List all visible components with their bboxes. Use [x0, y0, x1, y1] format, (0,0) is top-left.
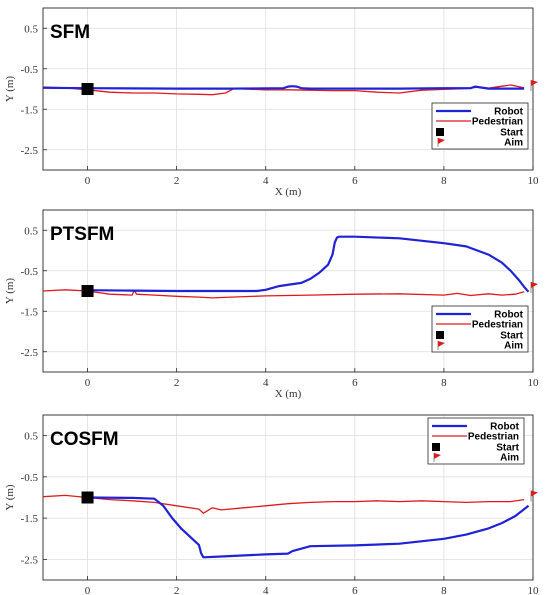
y-tick-label: 0.5	[24, 23, 38, 35]
x-tick-label: 4	[263, 175, 269, 187]
legend-label-start: Start	[496, 443, 519, 454]
legend-label-robot: Robot	[494, 107, 524, 118]
start-marker	[81, 83, 94, 95]
panel-title: PTSFM	[50, 224, 114, 245]
x-tick-label: 6	[352, 175, 358, 187]
x-axis-label: X (m)	[275, 186, 302, 198]
aim-flag-cloth	[531, 490, 538, 497]
chart-panel-sfm: 0 2 4 6 8 10 0.5 -0.5 -1.5 -2.5 X (m) Y (m) SFM Robot…	[4, 7, 540, 198]
legend-label-pedestrian: Pedestrian	[472, 117, 523, 128]
x-tick-label: 8	[441, 175, 447, 187]
legend-aim-flag-icon	[438, 138, 445, 144]
series-line-robot	[87, 235, 530, 293]
x-tick-label: 8	[441, 585, 447, 595]
legend-label-start: Start	[500, 128, 523, 139]
y-axis-label: Y (m)	[4, 76, 16, 103]
y-tick-label: -0.5	[21, 472, 39, 484]
aim-flag-icon	[530, 490, 538, 502]
legend-label-start: Start	[500, 331, 523, 342]
y-axis-label: Y (m)	[4, 484, 16, 511]
legend-start-swatch	[436, 331, 444, 339]
y-tick-label: -2.5	[21, 554, 39, 566]
x-tick-label: 10	[528, 175, 540, 187]
x-tick-label: 6	[352, 585, 358, 595]
legend-start-swatch	[432, 443, 440, 451]
x-tick-label: 2	[174, 377, 180, 389]
legend-label-robot: Robot	[490, 422, 520, 433]
y-tick-label: -1.5	[21, 104, 39, 116]
y-tick-label: 0.5	[24, 431, 38, 443]
legend-label-aim: Aim	[504, 341, 523, 352]
x-tick-label: 10	[528, 585, 540, 595]
y-tick-label: -2.5	[21, 145, 39, 157]
x-tick-label: 10	[528, 377, 540, 389]
x-tick-label: 0	[85, 175, 91, 187]
aim-flag-cloth	[531, 281, 538, 288]
aim-flag-icon	[530, 281, 538, 293]
aim-flag-icon	[530, 79, 538, 91]
x-tick-label: 4	[263, 585, 269, 595]
legend-label-robot: Robot	[494, 310, 524, 321]
x-tick-label: 0	[85, 377, 91, 389]
series-line-pedestrian	[42, 289, 525, 299]
legend-label-aim: Aim	[500, 453, 519, 464]
legend-aim-flag-icon	[438, 341, 445, 347]
x-tick-label: 8	[441, 377, 447, 389]
panel-title: SFM	[50, 22, 90, 43]
y-tick-label: -2.5	[21, 347, 39, 359]
y-tick-label: -1.5	[21, 513, 39, 525]
series-line-robot	[87, 496, 530, 559]
start-marker	[81, 491, 94, 504]
y-tick-label: 0.5	[24, 225, 38, 237]
y-tick-label: -1.5	[21, 306, 39, 318]
legend-label-pedestrian: Pedestrian	[472, 320, 523, 331]
x-tick-label: 4	[263, 377, 269, 389]
series-line-robot	[42, 85, 525, 90]
chart-panel-ptsfm: 0 2 4 6 8 10 0.5 -0.5 -1.5 -2.5 X (m) Y (m) PTSFM Rob…	[4, 209, 540, 400]
panel-title: COSFM	[50, 429, 119, 450]
legend-aim-flag-icon	[434, 453, 441, 459]
aim-flag-cloth	[531, 79, 538, 86]
legend-label-pedestrian: Pedestrian	[468, 432, 519, 443]
start-marker	[81, 285, 94, 297]
axes-box	[42, 414, 534, 581]
legend-start-swatch	[436, 128, 444, 136]
x-tick-label: 2	[174, 175, 180, 187]
x-axis-label: X (m)	[275, 388, 302, 400]
x-tick-label: 6	[352, 377, 358, 389]
legend-label-aim: Aim	[504, 138, 523, 149]
axes-box	[42, 7, 534, 171]
y-tick-label: -0.5	[21, 64, 39, 76]
series-line-pedestrian	[42, 494, 525, 514]
x-tick-label: 0	[85, 585, 91, 595]
y-axis-label: Y (m)	[4, 278, 16, 305]
y-tick-label: -0.5	[21, 266, 39, 278]
x-tick-label: 2	[174, 585, 180, 595]
